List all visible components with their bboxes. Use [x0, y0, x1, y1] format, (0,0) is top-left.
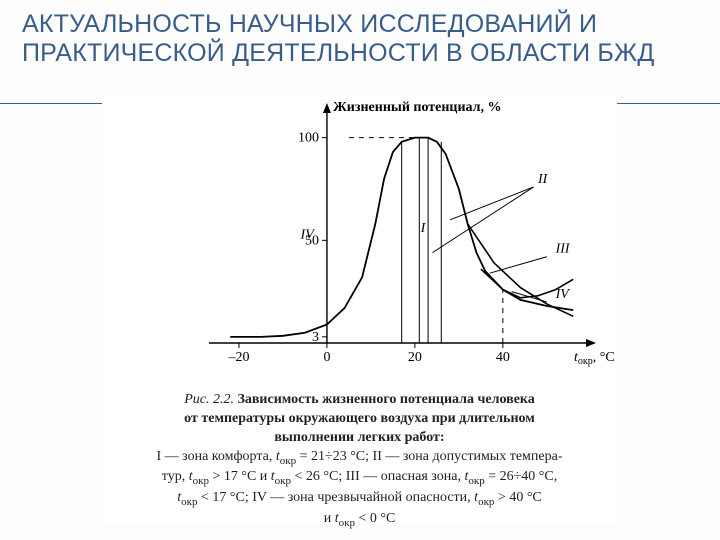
svg-text:IV: IV [300, 227, 316, 242]
caption-d3b: > 40 °C [498, 490, 542, 505]
caption-d4a: и [324, 511, 335, 526]
svg-text:–20: –20 [227, 350, 249, 365]
tvar-sub: окр [468, 475, 484, 487]
caption-d2d: = 26÷40 °C, [488, 469, 557, 484]
caption-d3a: < 17 °C; IV — зона чрезвычайной опасност… [201, 490, 474, 505]
caption-d2b: > 17 °C и [212, 469, 270, 484]
figure-caption: Рис. 2.2. Зависимость жизненного потенци… [102, 385, 617, 530]
svg-text:3: 3 [312, 330, 319, 345]
fig-label: Рис. 2.2. [184, 392, 234, 407]
svg-text:III: III [555, 242, 571, 257]
caption-d1a: I — зона комфорта, [156, 449, 275, 464]
tvar-sub: окр [280, 454, 296, 466]
caption-d1b: = 21÷23 °C; II — зона допустимых темпера… [300, 449, 563, 464]
caption-l1: Зависимость жизненного потенциала челове… [237, 392, 534, 407]
tvar-sub: окр [181, 496, 197, 508]
tvar-sub: окр [478, 496, 494, 508]
svg-text:I: I [420, 221, 427, 236]
slide-title: АКТУАЛЬНОСТЬ НАУЧНЫХ ИССЛЕДОВАНИЙ И ПРАК… [0, 0, 720, 68]
svg-text:IV: IV [555, 287, 571, 302]
tvar-sub: окр [339, 516, 355, 528]
tvar-sub: окр [275, 475, 291, 487]
caption-d2c: < 26 °C; III — опасная зона, [295, 469, 465, 484]
figure-container: Жизненный потенциал, %–2002040tокр, °C35… [102, 95, 617, 525]
svg-text:100: 100 [298, 131, 319, 146]
svg-text:0: 0 [323, 350, 330, 365]
svg-text:Жизненный потенциал, %: Жизненный потенциал, % [333, 100, 502, 115]
tvar-sub: окр [193, 475, 209, 487]
svg-text:II: II [537, 172, 549, 187]
svg-text:20: 20 [408, 350, 422, 365]
caption-d2a: тур, [162, 469, 189, 484]
caption-l2: от температуры окружающего воздуха при д… [184, 411, 535, 426]
caption-l3: выполнении легких работ: [274, 430, 444, 445]
life-potential-chart: Жизненный потенциал, %–2002040tокр, °C35… [102, 95, 617, 385]
caption-d4b: < 0 °C [358, 511, 395, 526]
svg-text:40: 40 [496, 350, 510, 365]
svg-text:tокр, °C: tокр, °C [574, 350, 615, 367]
